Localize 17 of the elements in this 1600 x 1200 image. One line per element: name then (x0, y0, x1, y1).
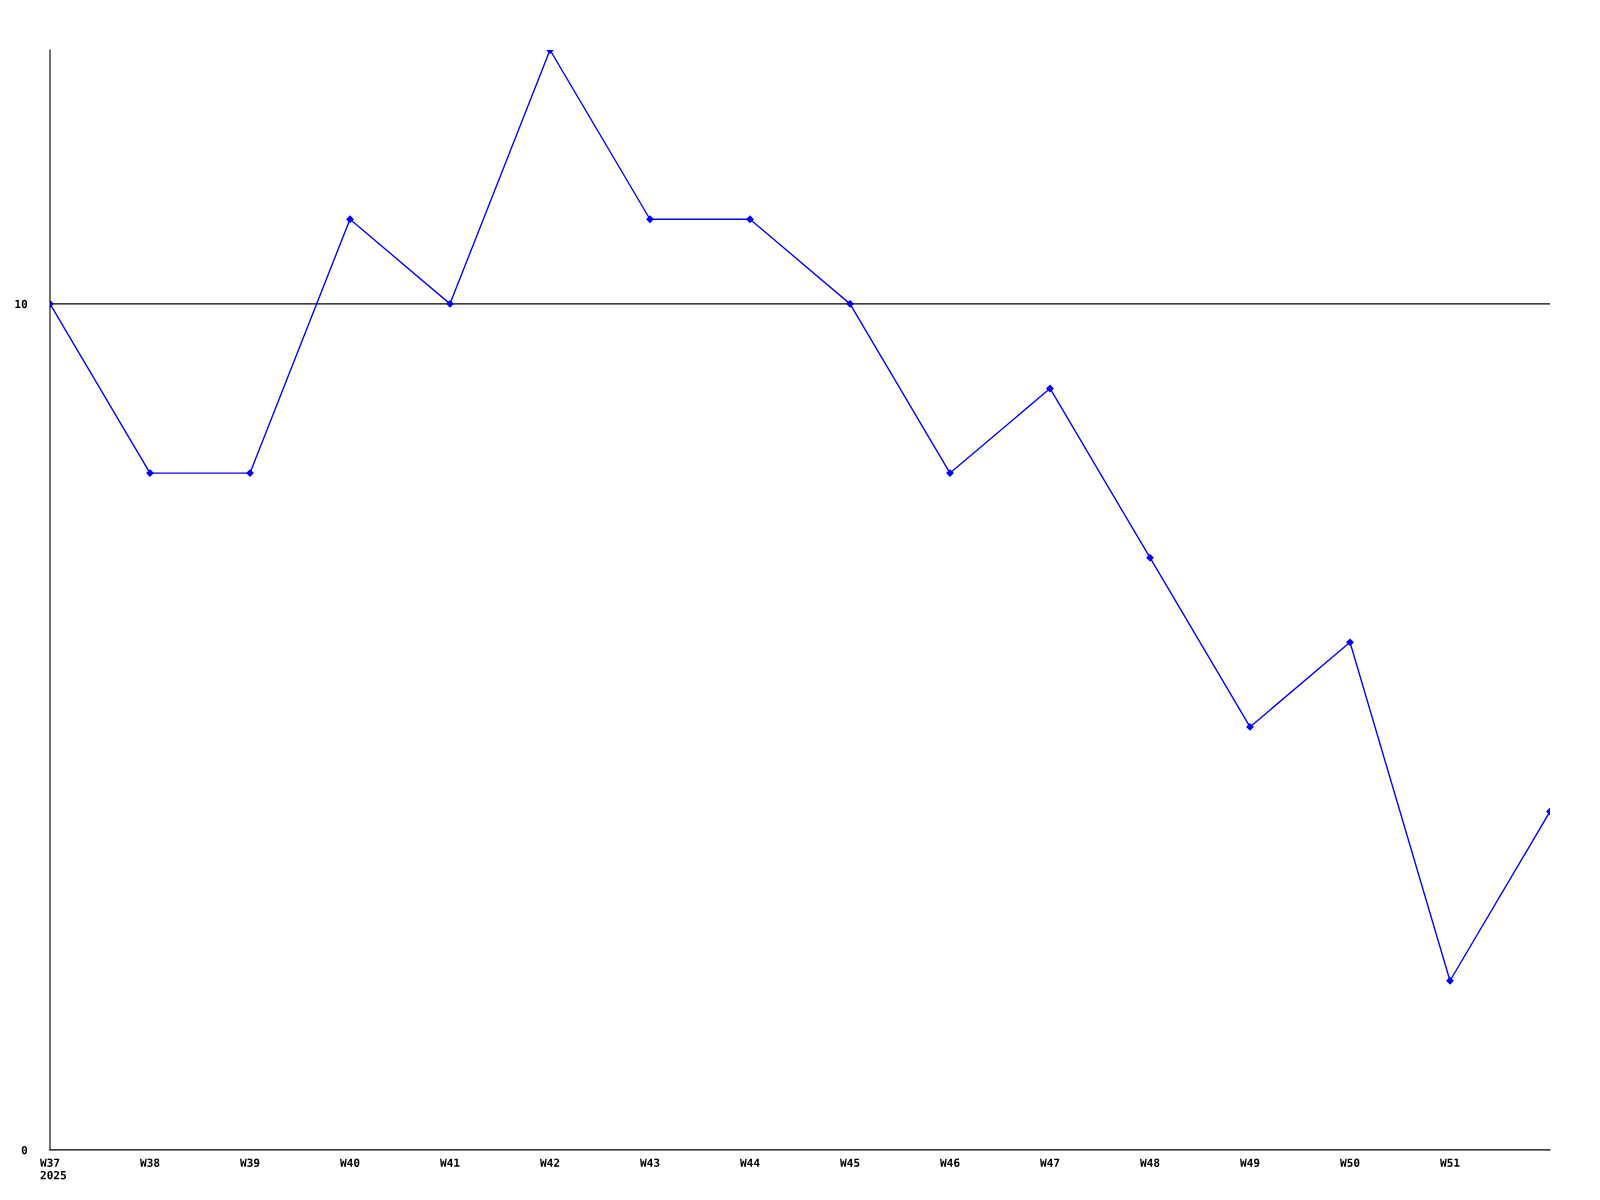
x-tick-label: W50 (1340, 1158, 1360, 1167)
x-tick-label: W49 (1240, 1158, 1260, 1167)
y-tick-label: 0 (21, 1145, 28, 1155)
x-tick-label: W40 (340, 1158, 360, 1167)
x-tick-label: W39 (240, 1158, 260, 1167)
x-tick-label: W37 2025 (40, 1158, 66, 1180)
x-tick-label: W47 (1040, 1158, 1060, 1167)
x-tick-label: W38 (140, 1158, 160, 1167)
y-tick-label: 10 (15, 299, 28, 309)
x-tick-label: W51 (1440, 1158, 1460, 1167)
x-tick-label: W42 (540, 1158, 560, 1167)
x-tick-label: W48 (1140, 1158, 1160, 1167)
x-tick-label: W41 (440, 1158, 460, 1167)
x-tick-label: W43 (640, 1158, 660, 1167)
x-tick-label: W45 (840, 1158, 860, 1167)
x-tick-label: W46 (940, 1158, 960, 1167)
x-tick-label: W44 (740, 1158, 760, 1167)
